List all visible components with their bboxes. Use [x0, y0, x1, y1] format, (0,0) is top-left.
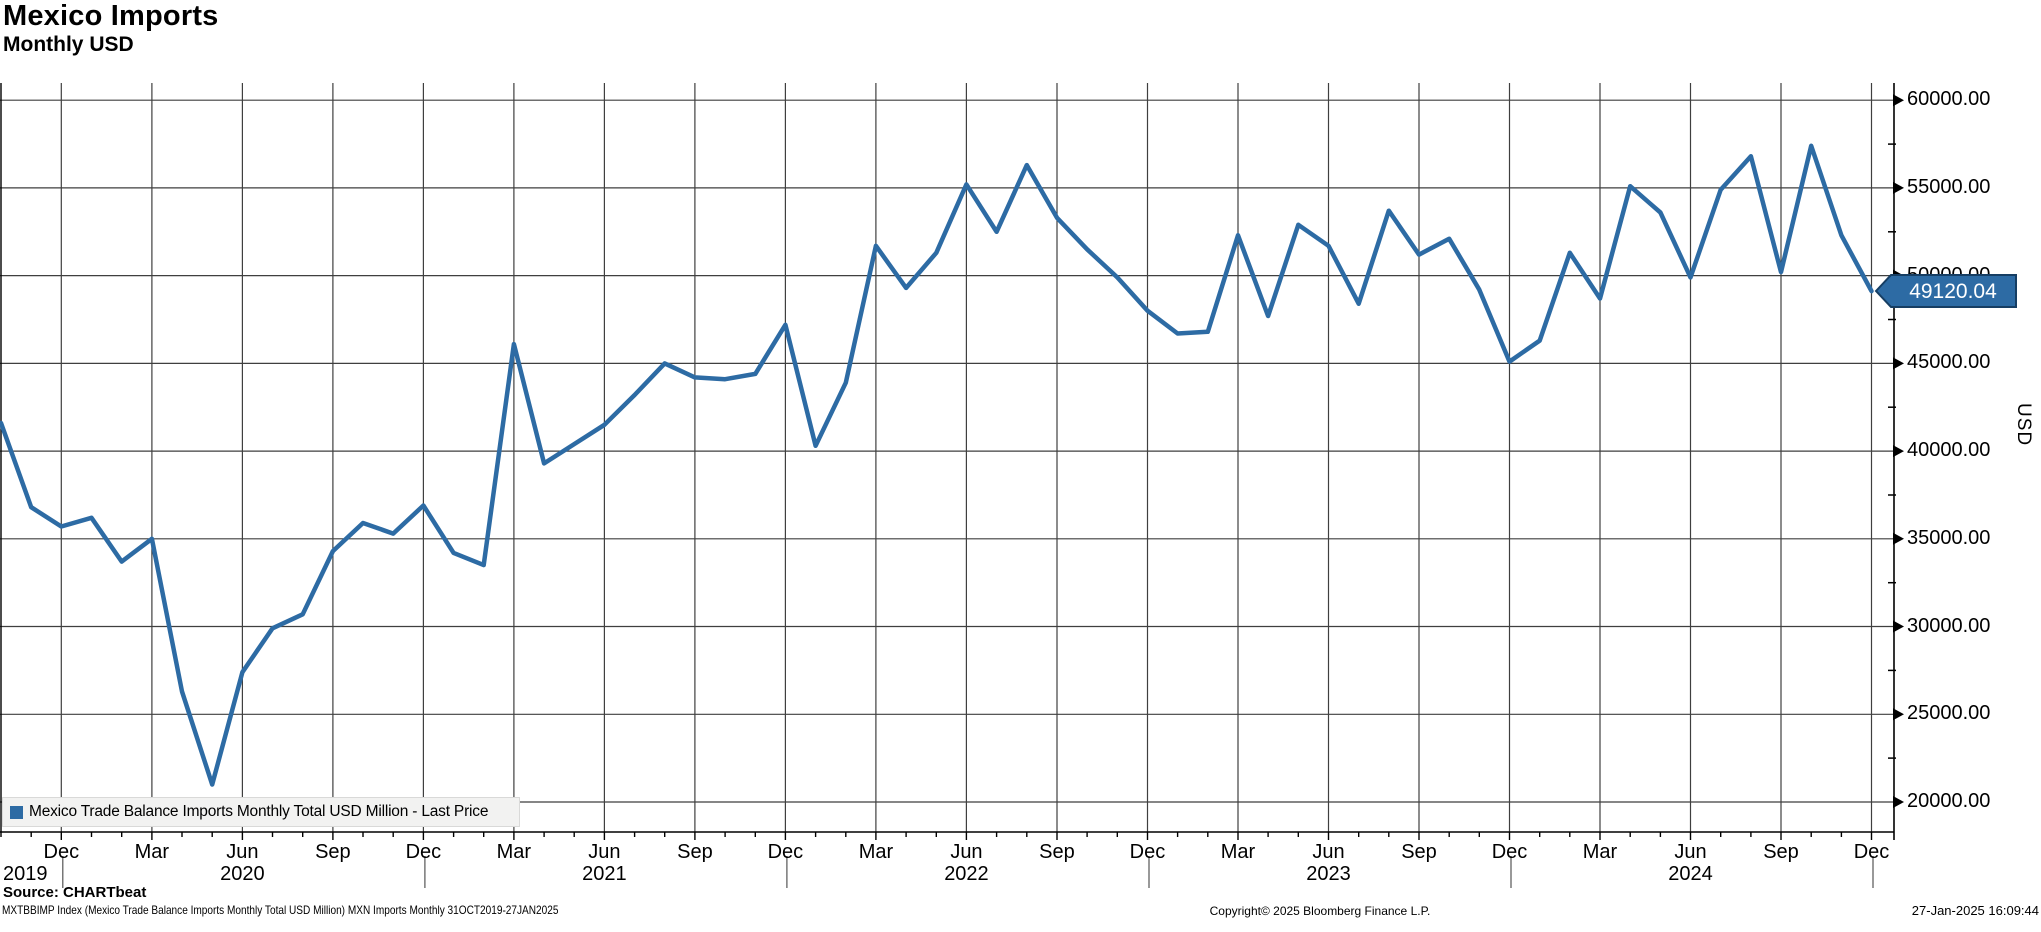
y-tick-arrow-icon — [1893, 796, 1904, 808]
legend-label: Mexico Trade Balance Imports Monthly Tot… — [29, 803, 489, 820]
y-tick-arrow-icon — [1893, 94, 1904, 107]
legend-swatch-icon — [10, 805, 23, 819]
y-tick-arrow-icon — [1893, 708, 1904, 721]
y-tick-arrow-icon — [1893, 181, 1904, 194]
y-tick-arrow-icon — [1893, 532, 1904, 545]
y-tick-arrow-icon — [1893, 620, 1904, 633]
vertical-gridlines — [60, 83, 1873, 832]
footer-timestamp: 27-Jan-2025 16:09:44 — [1911, 903, 2039, 918]
x-month-ticks — [0, 832, 1873, 840]
last-price-value: 49120.04 — [1909, 280, 1997, 303]
footer-ticker-info: MXTBBIMP Index (Mexico Trade Balance Imp… — [2, 903, 559, 917]
year-separators — [62, 856, 1874, 888]
page-subtitle: Monthly USD — [3, 33, 134, 56]
footer-copyright: Copyright© 2025 Bloomberg Finance L.P. — [1209, 904, 1431, 918]
y-tick-arrow-icon — [1893, 357, 1904, 370]
legend: Mexico Trade Balance Imports Monthly Tot… — [2, 797, 520, 827]
source-line: Source: CHARTbeat — [3, 884, 147, 901]
price-line — [0, 143, 1874, 787]
last-price-badge-shape — [1874, 274, 2017, 308]
page-title: Mexico Imports — [3, 0, 219, 32]
y-tick-arrow-icon — [1893, 445, 1904, 458]
last-price-badge: 49120.04 — [1874, 274, 2017, 308]
y-axis-title: USD — [2013, 403, 2034, 447]
horizontal-gridlines — [0, 94, 1904, 808]
